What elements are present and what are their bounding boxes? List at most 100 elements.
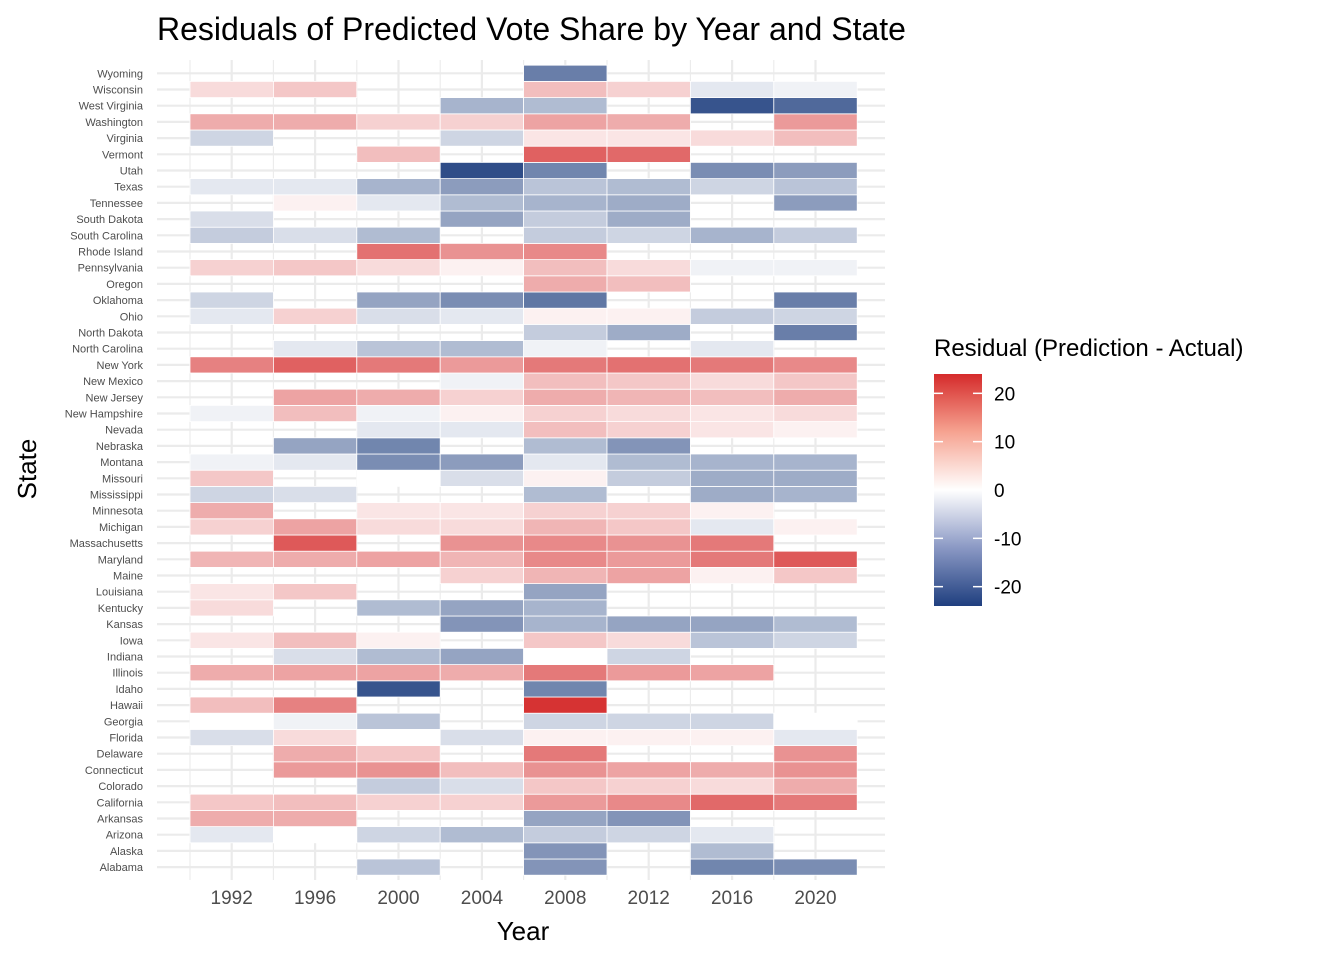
heatmap-cell	[690, 469, 775, 487]
heatmap-cell	[439, 664, 525, 682]
heatmap-cell	[272, 404, 358, 422]
heatmap-cell	[606, 372, 691, 390]
heatmap-cell	[523, 129, 608, 147]
state-tick-label: Delaware	[97, 749, 143, 761]
year-tick-label: 1996	[294, 888, 336, 909]
heatmap-cell	[356, 777, 441, 795]
heatmap-cell	[523, 485, 608, 503]
heatmap-cell	[189, 550, 274, 568]
heatmap-cell	[773, 469, 858, 487]
heatmap-cell	[690, 729, 775, 747]
heatmap-cell	[272, 178, 358, 196]
heatmap-cell	[690, 534, 775, 552]
heatmap-cell	[439, 761, 525, 779]
heatmap-cell	[523, 469, 608, 487]
heatmap-cell	[356, 858, 441, 876]
heatmap-cell	[606, 404, 691, 422]
state-tick-label: Tennessee	[90, 198, 143, 210]
heatmap-cell	[189, 178, 274, 196]
state-tick-label: Louisiana	[96, 587, 144, 599]
heatmap-cell	[523, 64, 608, 82]
heatmap-cell	[272, 518, 358, 536]
heatmap-cell	[606, 129, 691, 147]
heatmap-cell	[606, 712, 691, 730]
heatmap-cell	[356, 518, 441, 536]
heatmap-cell	[606, 178, 691, 196]
heatmap-cell	[439, 729, 525, 747]
heatmap-cell	[272, 826, 358, 844]
heatmap-cell	[523, 696, 608, 714]
heatmap-cell	[773, 307, 858, 325]
heatmap-cell	[439, 340, 525, 358]
heatmap-cell	[773, 793, 858, 811]
heatmap-cell	[523, 761, 608, 779]
heatmap-cell	[690, 615, 775, 633]
state-tick-label: West Virginia	[79, 101, 144, 113]
heatmap-cell	[356, 145, 441, 163]
heatmap-cell	[690, 631, 775, 649]
heatmap-cell	[356, 307, 441, 325]
heatmap-cell	[439, 242, 525, 260]
heatmap-cell	[523, 534, 608, 552]
heatmap-cell	[523, 421, 608, 439]
heatmap-cell	[356, 388, 441, 406]
heatmap-cell	[272, 485, 358, 503]
heatmap-cell	[523, 340, 608, 358]
year-tick-label: 2004	[461, 888, 504, 909]
heatmap-cell	[606, 550, 691, 568]
heatmap-cell	[189, 129, 274, 147]
heatmap-cell	[690, 761, 775, 779]
heatmap-cell	[690, 178, 775, 196]
heatmap-cell	[773, 259, 858, 277]
heatmap-cell	[356, 226, 441, 244]
state-tick-label: Virginia	[107, 133, 144, 145]
heatmap-cell	[272, 534, 358, 552]
state-tick-label: Alabama	[100, 862, 144, 874]
heatmap-cell	[690, 485, 775, 503]
heatmap-cell	[356, 421, 441, 439]
heatmap-cell	[523, 323, 608, 341]
heatmap-cell	[439, 599, 525, 617]
heatmap-cell	[272, 810, 358, 828]
heatmap-cell	[773, 129, 858, 147]
heatmap-cell	[189, 729, 274, 747]
heatmap-cell	[606, 502, 691, 520]
heatmap-cell	[523, 712, 608, 730]
heatmap-cell	[773, 388, 858, 406]
state-tick-label: South Carolina	[70, 230, 144, 242]
color-legend: Residual (Prediction - Actual) 20 10 0 -10 -…	[934, 335, 1243, 606]
heatmap-cell	[523, 437, 608, 455]
heatmap-cell	[690, 793, 775, 811]
state-tick-label: Wisconsin	[93, 85, 143, 97]
heatmap-cell	[606, 356, 691, 374]
state-tick-label: Missouri	[102, 473, 143, 485]
heatmap-cell	[606, 631, 691, 649]
heatmap-cell	[773, 453, 858, 471]
heatmap-cell	[189, 810, 274, 828]
heatmap-cell	[439, 421, 525, 439]
heatmap-cell	[773, 81, 858, 99]
heatmap-cell	[272, 340, 358, 358]
heatmap-cell	[189, 502, 274, 520]
heatmap-cell	[690, 97, 775, 115]
heatmap-cell	[523, 858, 608, 876]
year-tick-label: 2000	[377, 888, 419, 909]
state-tick-label: Vermont	[102, 149, 143, 161]
heatmap-cell	[189, 469, 274, 487]
heatmap-cell	[356, 356, 441, 374]
heatmap-cell	[439, 372, 525, 390]
heatmap-cell	[606, 388, 691, 406]
heatmap-cell	[690, 842, 775, 860]
heatmap-cell	[356, 469, 441, 487]
heatmap-cell	[439, 388, 525, 406]
heatmap-cell	[606, 534, 691, 552]
state-tick-label: Hawaii	[110, 700, 143, 712]
heatmap-cell	[690, 129, 775, 147]
heatmap-cell	[773, 194, 858, 212]
heatmap-cell	[606, 761, 691, 779]
heatmap-cell	[523, 810, 608, 828]
heatmap-cell	[523, 680, 608, 698]
heatmap-cell	[356, 761, 441, 779]
state-tick-label: California	[97, 797, 144, 809]
